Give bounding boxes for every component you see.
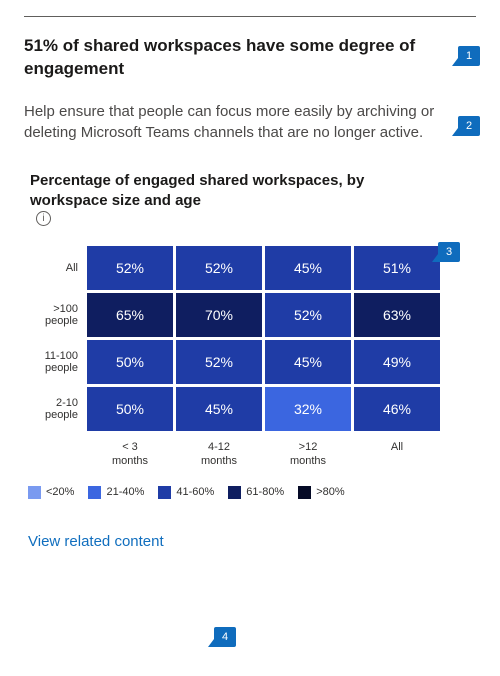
heatmap-col-label: >12months — [265, 437, 351, 467]
heatmap-col-label: < 3months — [87, 437, 173, 467]
legend-swatch — [88, 486, 101, 499]
legend-item: <20% — [28, 486, 74, 499]
heatmap-cell: 52% — [87, 246, 173, 290]
legend-item: 41-60% — [158, 486, 214, 499]
heatmap-cell: 63% — [354, 293, 440, 337]
description: Help ensure that people can focus more e… — [24, 101, 476, 143]
heatmap-row-label: 11-100people — [28, 340, 84, 384]
card: 51% of shared workspaces have some degre… — [0, 0, 500, 567]
heatmap-cell: 45% — [265, 246, 351, 290]
heatmap-cell: 45% — [265, 340, 351, 384]
heatmap-x-axis: < 3months4-12months>12monthsAll — [28, 437, 476, 467]
heatmap-cell: 51% — [354, 246, 440, 290]
annotation-callout: 3 — [438, 242, 460, 262]
heatmap-cell: 70% — [176, 293, 262, 337]
heatmap-cell: 52% — [176, 246, 262, 290]
heatmap-cell: 32% — [265, 387, 351, 431]
heatmap-cell: 50% — [87, 387, 173, 431]
heatmap-cell: 52% — [265, 293, 351, 337]
legend-label: 21-40% — [106, 486, 144, 498]
legend-swatch — [228, 486, 241, 499]
legend-swatch — [28, 486, 41, 499]
chart-title-text: Percentage of engaged shared workspaces,… — [30, 171, 436, 212]
legend-label: <20% — [46, 486, 74, 498]
heatmap-grid: All52%52%45%51%>100people65%70%52%63%11-… — [28, 246, 476, 431]
legend-item: 21-40% — [88, 486, 144, 499]
legend-item: >80% — [298, 486, 344, 499]
heatmap-row-label: All — [28, 246, 84, 290]
annotation-callout: 1 — [458, 46, 480, 66]
legend-swatch — [298, 486, 311, 499]
heatmap-col-label: 4-12months — [176, 437, 262, 467]
heatmap-row-label: 2-10people — [28, 387, 84, 431]
heatmap-row-label: >100people — [28, 293, 84, 337]
heatmap-legend: <20% 21-40% 41-60% 61-80% >80% — [28, 486, 476, 499]
legend-label: 61-80% — [246, 486, 284, 498]
top-rule — [24, 16, 476, 17]
chart-title: Percentage of engaged shared workspaces,… — [30, 171, 476, 227]
heatmap-cell: 49% — [354, 340, 440, 384]
heatmap-cell: 50% — [87, 340, 173, 384]
annotation-callout: 2 — [458, 116, 480, 136]
heatmap-cell: 45% — [176, 387, 262, 431]
heatmap-cell: 46% — [354, 387, 440, 431]
headline: 51% of shared workspaces have some degre… — [24, 35, 476, 81]
heatmap-col-label: All — [354, 437, 440, 467]
annotation-callout: 4 — [214, 627, 236, 647]
legend-label: 41-60% — [176, 486, 214, 498]
heatmap-cell: 52% — [176, 340, 262, 384]
legend-label: >80% — [316, 486, 344, 498]
heatmap-cell: 65% — [87, 293, 173, 337]
related-content-link[interactable]: View related content — [28, 533, 164, 550]
legend-item: 61-80% — [228, 486, 284, 499]
legend-swatch — [158, 486, 171, 499]
info-icon[interactable]: i — [36, 211, 51, 226]
